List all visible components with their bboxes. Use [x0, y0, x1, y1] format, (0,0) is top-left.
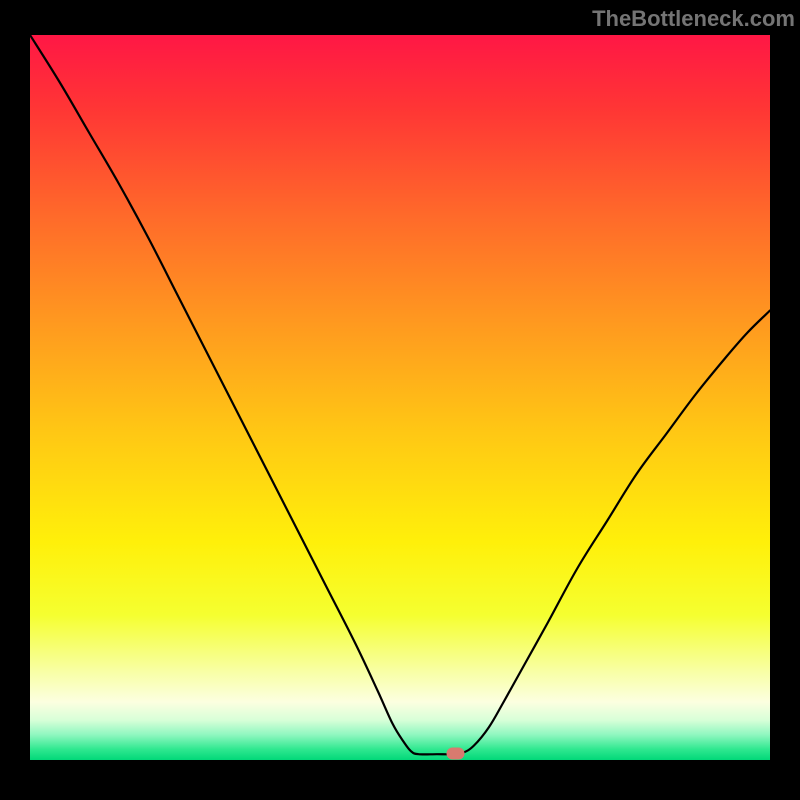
optimal-point-marker: [447, 747, 465, 759]
chart-svg: [30, 35, 770, 760]
chart-plot-area: [30, 35, 770, 760]
chart-background-gradient: [30, 35, 770, 760]
attribution-text: TheBottleneck.com: [592, 6, 795, 32]
